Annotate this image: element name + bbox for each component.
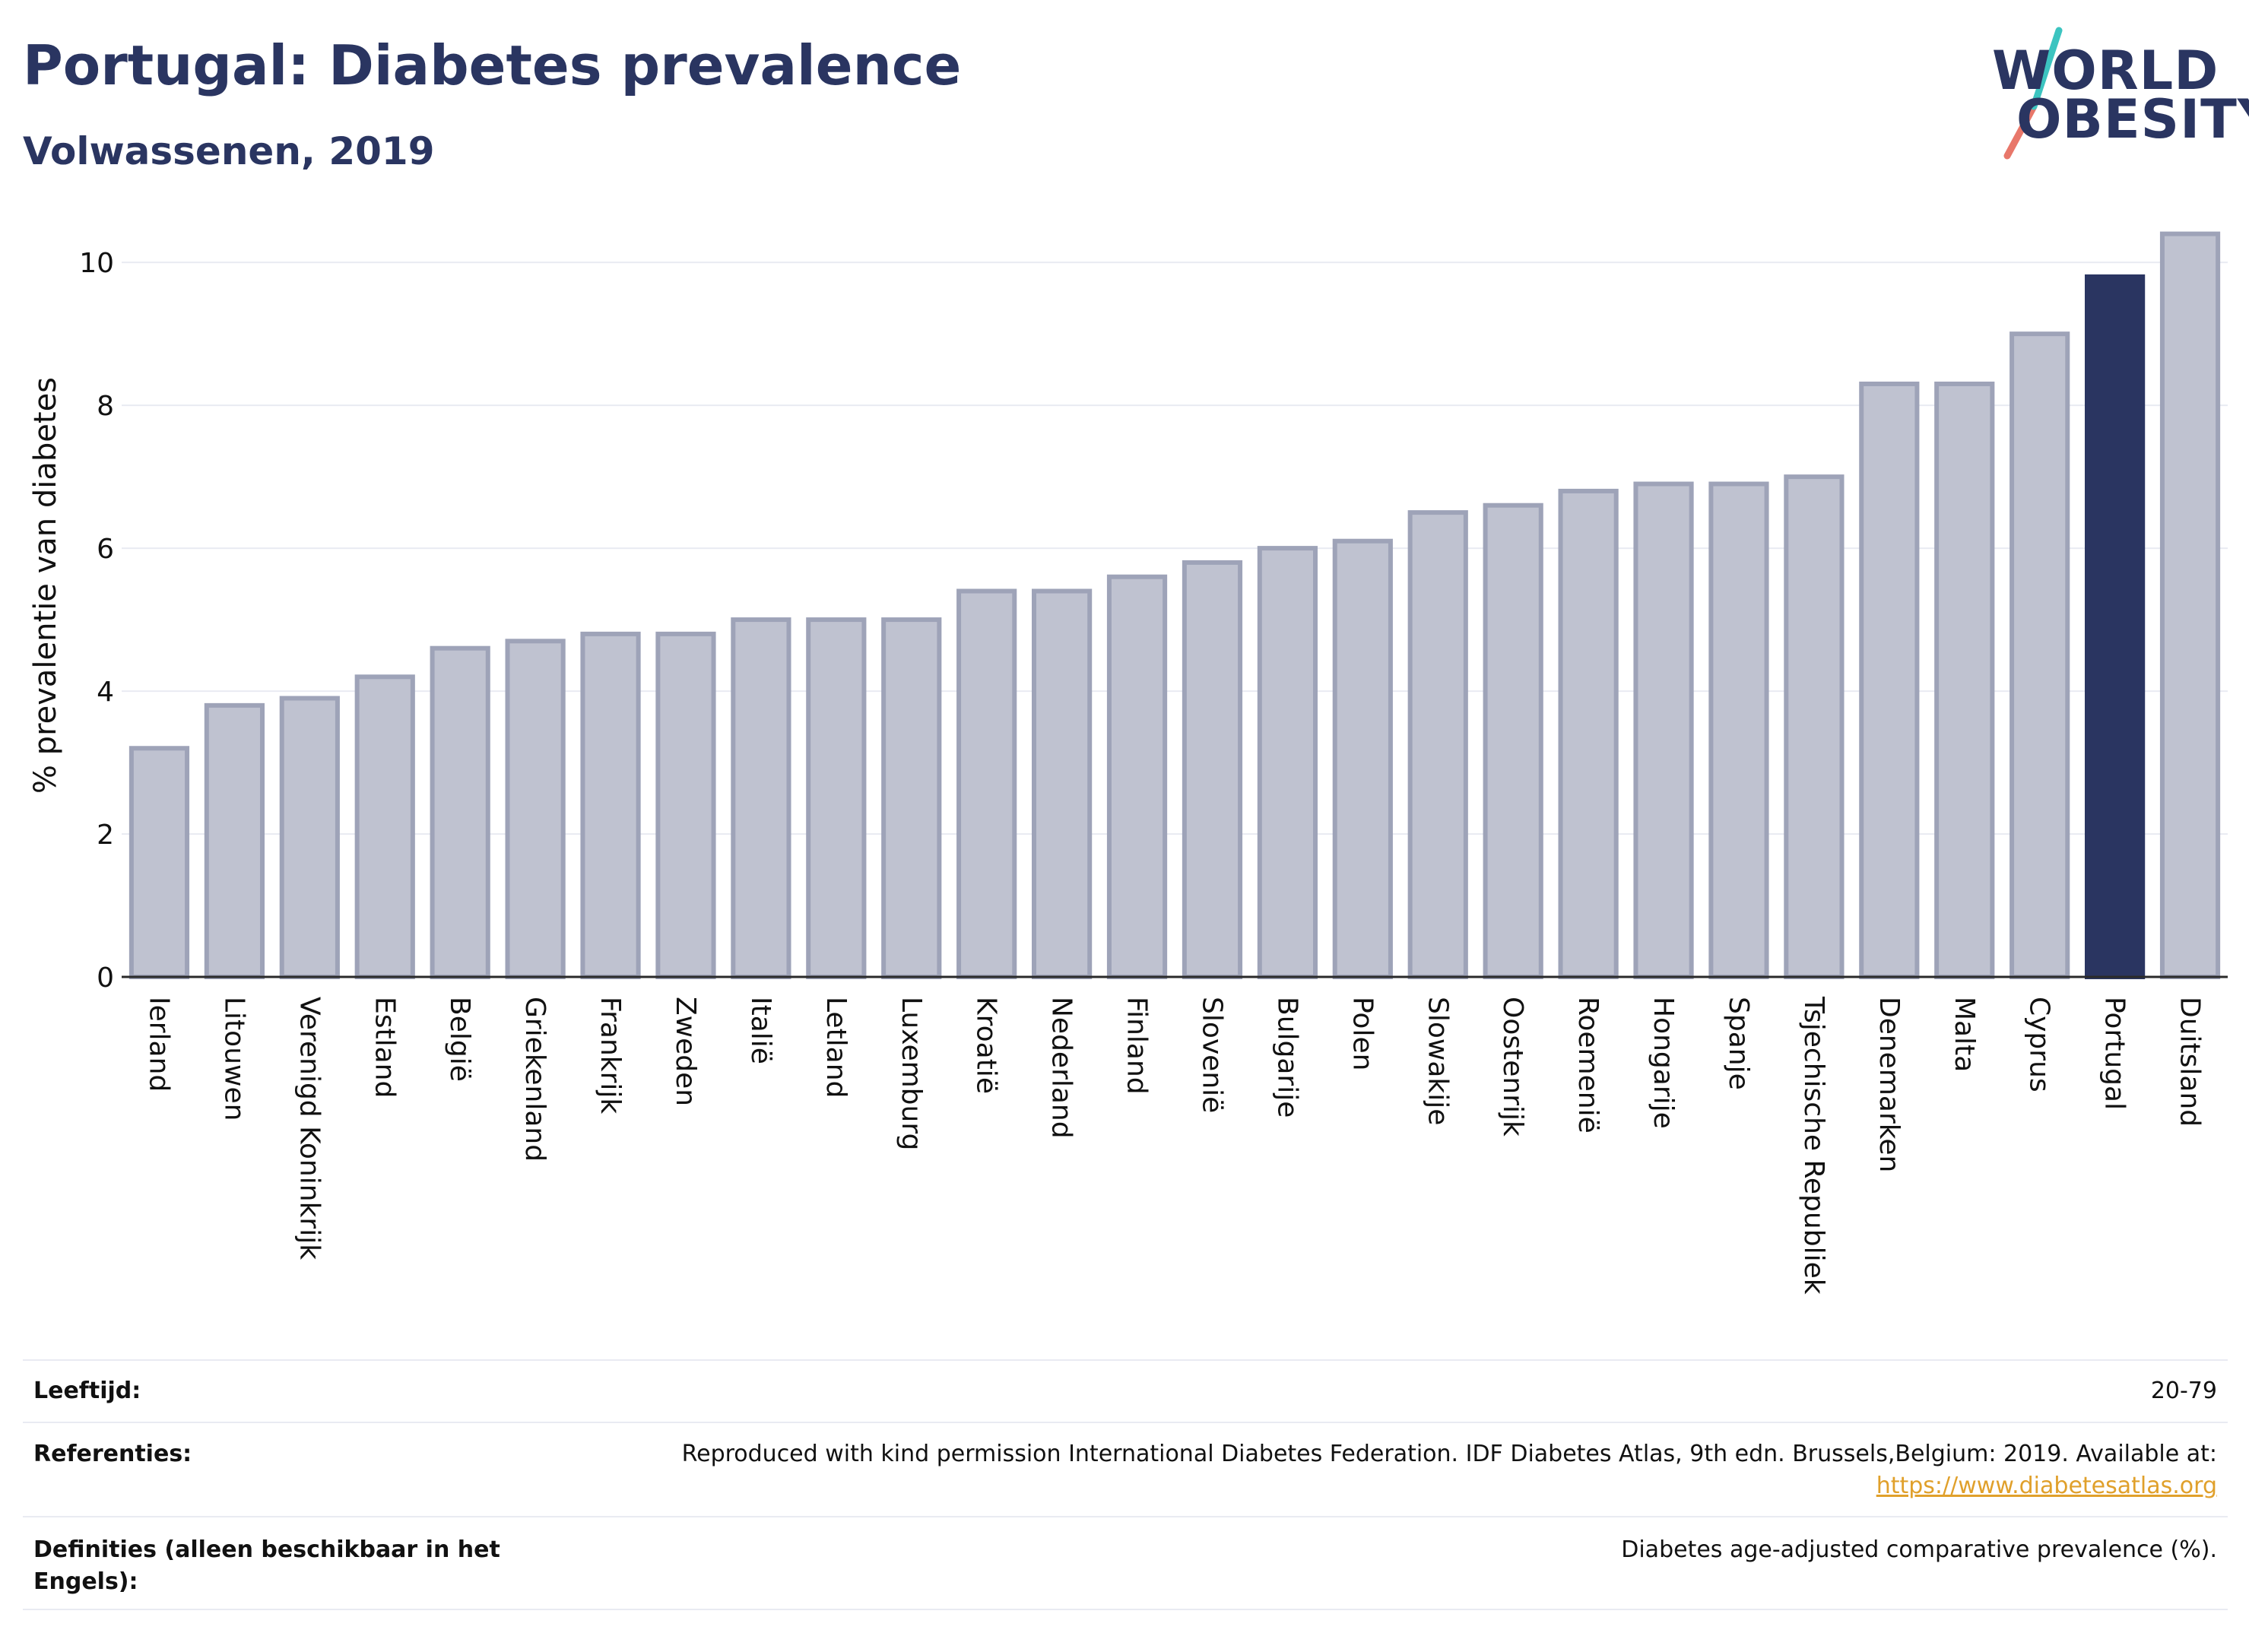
bar-italië xyxy=(731,617,791,979)
bar-luxemburg xyxy=(881,617,942,979)
x-tick-label: Roemenië xyxy=(1572,997,1603,1134)
y-tick-label: 6 xyxy=(97,534,114,565)
x-tick-label: Cyprus xyxy=(2024,997,2055,1092)
bar-denemarken xyxy=(1859,381,1920,980)
bar-chart: 0 2 4 6 8 10 Ierland Litouwen Verenigd Koninkrij… xyxy=(79,231,2228,1295)
bar-belgië xyxy=(430,645,490,979)
references-label: Referenties: xyxy=(33,1441,192,1467)
bar-spanje xyxy=(1708,481,1769,979)
x-tick-label: Slowakije xyxy=(1422,997,1453,1125)
meta-row-definitions: Definities (alleen beschikbaar in het En… xyxy=(23,1516,2228,1610)
bar-griekenland xyxy=(505,639,566,979)
x-tick-label: Griekenland xyxy=(519,997,550,1162)
x-tick-label: België xyxy=(444,997,475,1082)
y-tick-label: 4 xyxy=(97,677,114,708)
x-tick-label: Slovenië xyxy=(1196,997,1227,1113)
x-tick-label: Frankrijk xyxy=(595,997,626,1114)
bar-tsjechische-republiek xyxy=(1784,474,1845,979)
y-tick-label: 0 xyxy=(97,962,114,994)
metadata-table: Leeftijd: 20-79 Referenties: Reproduced … xyxy=(23,1359,2228,1610)
x-tick-label: Nederland xyxy=(1046,997,1077,1139)
x-tick-label: Portugal xyxy=(2099,997,2130,1110)
x-tick-label: Zweden xyxy=(670,997,701,1106)
x-tick-label: Tsjechische Republiek xyxy=(1798,996,1829,1295)
bar-frankrijk xyxy=(580,631,641,980)
bar-slovenië xyxy=(1182,560,1243,979)
y-tick-label: 2 xyxy=(97,820,114,851)
x-tick-label: Bulgarije xyxy=(1271,997,1302,1118)
bar-finland xyxy=(1106,574,1168,979)
age-value: 20-79 xyxy=(2150,1378,2217,1404)
definitions-value: Diabetes age-adjusted comparative preval… xyxy=(1621,1536,2217,1563)
y-tick-label: 8 xyxy=(97,391,114,422)
bar-zweden xyxy=(655,631,716,980)
logo-text-obesity: OBESITY xyxy=(2016,88,2249,151)
logo-text-world: WORLD xyxy=(1992,40,2219,102)
references-text: Reproduced with kind permission Internat… xyxy=(681,1441,2217,1467)
x-tick-label: Polen xyxy=(1347,997,1378,1070)
page-subtitle: Volwassenen, 2019 xyxy=(23,129,435,173)
bar-oostenrijk xyxy=(1483,503,1543,979)
age-label: Leeftijd: xyxy=(33,1378,141,1404)
x-tick-label: Italië xyxy=(745,997,776,1064)
bar-portugal xyxy=(2085,274,2146,979)
references-link[interactable]: https://www.diabetesatlas.org xyxy=(1876,1473,2217,1499)
bar-verenigd-koninkrijk xyxy=(279,696,340,979)
bar-letland xyxy=(806,617,867,979)
bar-litouwen xyxy=(204,702,265,979)
x-tick-label: Litouwen xyxy=(218,997,249,1121)
bar-bulgarije xyxy=(1257,546,1318,979)
meta-row-age: Leeftijd: 20-79 xyxy=(23,1359,2228,1422)
x-tick-label: Hongarije xyxy=(1648,997,1679,1129)
bar-duitsland xyxy=(2159,231,2221,979)
bar-estland xyxy=(354,674,415,979)
bar-hongarije xyxy=(1633,481,1694,979)
y-axis-title: % prevalentie van diabetes xyxy=(28,376,63,794)
bar-kroatië xyxy=(956,588,1017,979)
logo-slash-icon xyxy=(2003,27,2063,160)
bar-slowakije xyxy=(1407,510,1468,979)
bar-ierland xyxy=(128,746,190,980)
x-tick-label: Malta xyxy=(1949,997,1980,1072)
meta-row-references: Referenties: Reproduced with kind permis… xyxy=(23,1422,2228,1516)
bar-cyprus xyxy=(2010,331,2070,979)
x-tick-label: Spanje xyxy=(1723,997,1754,1090)
definitions-label: Definities (alleen beschikbaar in het En… xyxy=(33,1536,500,1595)
x-tick-label: Verenigd Koninkrijk xyxy=(293,997,325,1260)
x-tick-label: Finland xyxy=(1121,997,1153,1095)
references-value: Reproduced with kind permission Internat… xyxy=(682,1438,2217,1502)
x-tick-label: Luxemburg xyxy=(896,997,927,1150)
page-title: Portugal: Diabetes prevalence xyxy=(23,33,962,97)
bar-roemenië xyxy=(1558,488,1619,979)
world-obesity-logo: WORLD OBESITY xyxy=(1977,23,2249,160)
x-tick-label: Denemarken xyxy=(1873,997,1905,1172)
x-tick-label: Ierland xyxy=(143,997,174,1092)
y-tick-label: 10 xyxy=(79,248,114,279)
bar-nederland xyxy=(1032,588,1093,979)
x-tick-label: Oostenrijk xyxy=(1497,997,1528,1137)
x-tick-label: Estland xyxy=(369,997,400,1098)
bar-malta xyxy=(1934,381,1995,980)
x-tick-label: Duitsland xyxy=(2174,997,2206,1127)
bar-polen xyxy=(1332,538,1393,979)
x-tick-label: Kroatië xyxy=(971,997,1002,1094)
x-tick-label: Letland xyxy=(820,997,852,1098)
